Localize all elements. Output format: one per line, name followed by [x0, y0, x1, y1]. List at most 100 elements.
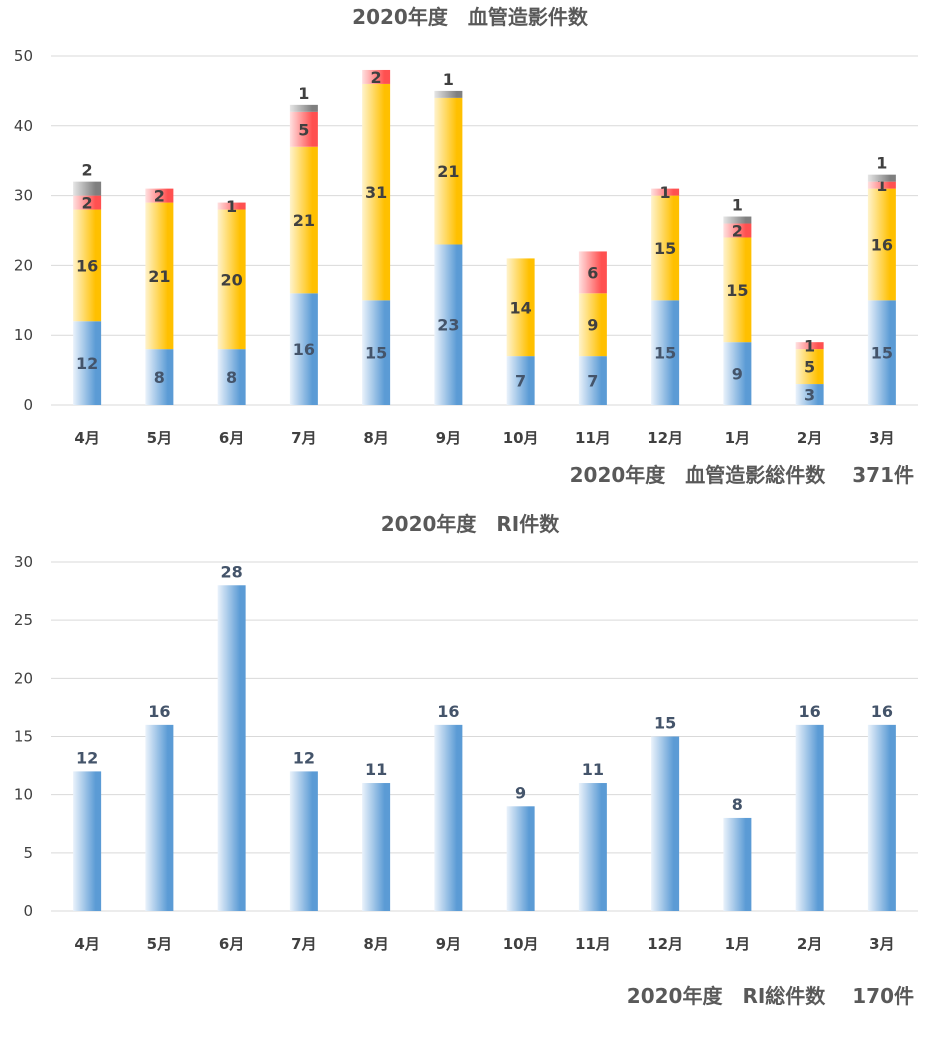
data-label: 1 [876, 154, 887, 173]
data-label: 15 [871, 344, 893, 363]
ri-chart-svg: 2020年度 RI件数 0 5 10 15 20 25 30 12 4月 16 5月 28 6月 12 7月 1… [14, 512, 918, 1008]
x-tick-label: 8月 [363, 935, 388, 953]
x-tick-label: 12月 [647, 429, 683, 447]
bar-segment-yellow [578, 293, 607, 357]
data-label: 1 [732, 196, 743, 215]
bar-segment-blue [217, 585, 246, 911]
bar-segment-blue [651, 736, 680, 911]
data-label: 1 [298, 84, 309, 103]
bar-segment-blue [578, 356, 607, 405]
y-tick-label: 30 [14, 187, 33, 205]
total-count-text: 2020年度 RI総件数 170件 [627, 984, 914, 1008]
y-tick-label: 50 [14, 47, 33, 65]
bar-segment-blue [362, 300, 391, 405]
data-label: 12 [76, 748, 98, 767]
bar-segment-red [651, 188, 680, 196]
data-label: 2 [154, 187, 165, 206]
data-label: 1 [226, 197, 237, 216]
data-label: 12 [76, 354, 98, 373]
data-label: 15 [654, 344, 676, 363]
data-label: 31 [365, 183, 387, 202]
bar-segment-blue [723, 817, 752, 911]
bar-segment-yellow [145, 202, 174, 350]
bar-segment-yellow [867, 188, 896, 301]
bar-segment-blue [145, 349, 174, 405]
bar-segment-blue [506, 806, 535, 911]
chart-title: 2020年度 血管造影件数 [352, 5, 589, 29]
x-tick-label: 9月 [436, 429, 461, 447]
data-label: 2 [82, 194, 93, 213]
angiography-chart-svg: 2020年度 血管造影件数010203040501216224月82125月82… [14, 5, 918, 487]
data-label: 21 [148, 267, 170, 286]
data-label: 3 [804, 386, 815, 405]
data-label: 21 [437, 162, 459, 181]
bar-segment-gray [723, 216, 752, 224]
data-label: 15 [654, 239, 676, 258]
bar-segment-blue [73, 771, 102, 911]
data-label: 8 [226, 368, 237, 387]
bar-segment-blue [867, 300, 896, 405]
bar-segment-gray [867, 174, 896, 182]
data-label: 16 [871, 702, 893, 721]
data-label: 9 [587, 316, 598, 335]
bar-segment-red [217, 202, 246, 210]
bar-segment-yellow [217, 209, 246, 350]
y-tick-label: 0 [23, 396, 33, 414]
x-tick-label: 7月 [291, 935, 316, 953]
bar-segment-red [795, 342, 824, 350]
data-label: 16 [76, 256, 98, 275]
bar-segment-yellow [362, 83, 391, 301]
bar-segment-yellow [289, 146, 318, 294]
data-label: 1 [876, 176, 887, 195]
bar-segment-blue [723, 342, 752, 405]
bar-segment-blue [217, 349, 246, 405]
bar-segment-yellow [73, 209, 102, 322]
chart-title: 2020年度 RI件数 [381, 512, 561, 536]
bar-segment-gray [73, 181, 102, 196]
data-label: 11 [365, 760, 387, 779]
data-label: 11 [582, 760, 604, 779]
data-label: 16 [293, 340, 315, 359]
y-tick-label: 10 [14, 786, 33, 804]
data-label: 2 [732, 222, 743, 241]
data-label: 20 [220, 270, 242, 289]
y-tick-label: 25 [14, 611, 33, 629]
data-label: 14 [509, 298, 531, 317]
bar-segment-blue [795, 724, 824, 911]
data-label: 21 [293, 211, 315, 230]
bar-segment-yellow [795, 349, 824, 385]
x-tick-label: 7月 [291, 429, 316, 447]
data-label: 7 [587, 372, 598, 391]
bar-segment-blue [73, 321, 102, 405]
x-tick-label: 11月 [575, 935, 611, 953]
data-label: 12 [293, 748, 315, 767]
bar-segment-red [723, 223, 752, 238]
bar-segment-red [362, 69, 391, 84]
data-label: 16 [798, 702, 820, 721]
data-label: 23 [437, 316, 459, 335]
bar-segment-blue [578, 783, 607, 911]
data-label: 2 [371, 68, 382, 87]
data-label: 9 [732, 365, 743, 384]
ri-chart: 2020年度 RI件数 0 5 10 15 20 25 30 12 4月 16 5月 28 6月 12 7月 1… [0, 505, 940, 1041]
data-label: 15 [365, 344, 387, 363]
y-tick-label: 5 [23, 844, 33, 862]
bar-segment-blue [434, 724, 463, 911]
x-tick-label: 4月 [74, 935, 99, 953]
data-label: 28 [220, 562, 242, 581]
x-tick-label: 6月 [219, 935, 244, 953]
data-label: 8 [154, 368, 165, 387]
bar-segment-gray [289, 104, 318, 112]
y-tick-label: 10 [14, 326, 33, 344]
bar-segment-yellow [723, 237, 752, 343]
x-tick-label: 4月 [74, 429, 99, 447]
bar-segment-red [578, 251, 607, 294]
bar-segment-blue [145, 724, 174, 911]
x-tick-label: 5月 [147, 429, 172, 447]
bar-segment-yellow [506, 258, 535, 357]
data-label: 1 [443, 70, 454, 89]
x-tick-label: 5月 [147, 935, 172, 953]
y-tick-label: 40 [14, 117, 33, 135]
y-tick-label: 0 [23, 902, 33, 920]
x-tick-label: 1月 [725, 429, 750, 447]
